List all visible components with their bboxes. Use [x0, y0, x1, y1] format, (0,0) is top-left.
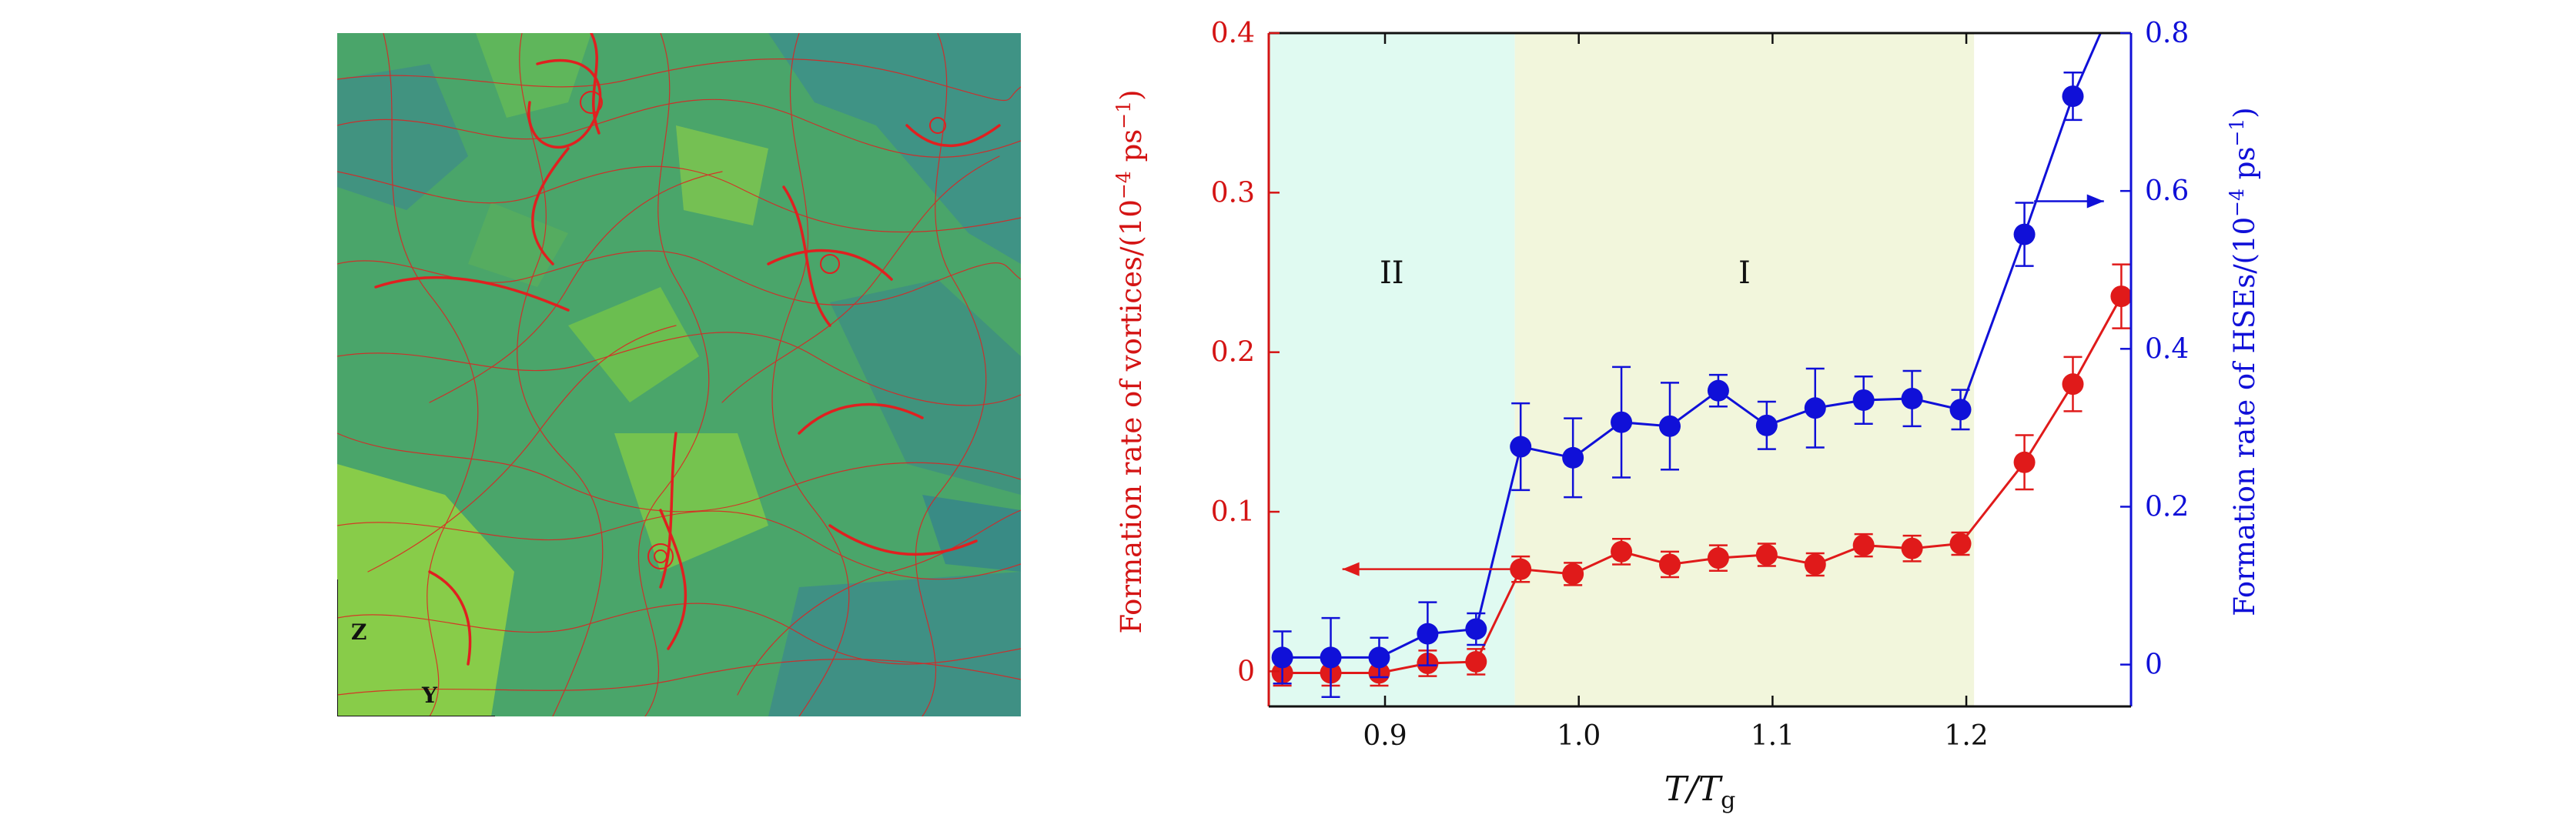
data-point-0-9 — [1707, 547, 1729, 569]
formation-rate-chart: II I 0.9 1.0 1.1 1.200.10.20.30.400.20.40.60… — [1112, 18, 2261, 814]
data-point-1-0 — [1271, 646, 1293, 669]
data-point-0-16 — [2062, 373, 2084, 396]
arrow-head-1 — [2086, 194, 2104, 209]
data-point-1-5 — [1510, 436, 1532, 458]
region-band-1 — [1514, 33, 1975, 706]
data-point-1-6 — [1562, 446, 1584, 469]
data-point-1-7 — [1611, 411, 1633, 433]
y-right-tick-label-4: 0.8 — [2145, 18, 2189, 49]
x-tick-label-2: 1.1 — [1751, 720, 1795, 752]
y-right-tick-label-2: 0.4 — [2145, 333, 2189, 365]
annotation-layer — [1342, 194, 2104, 576]
velocity-field-background — [337, 33, 1021, 716]
regions-layer: II I — [1269, 33, 1975, 706]
series-1 — [1271, 33, 2103, 698]
data-point-1-9 — [1707, 379, 1729, 402]
y-left-tick-label-4: 0.4 — [1211, 18, 1255, 49]
data-point-0-11 — [1804, 553, 1826, 576]
y-left-tick-label-0: 0 — [1237, 656, 1255, 687]
data-point-0-10 — [1755, 544, 1778, 566]
region-label-1: I — [1738, 255, 1751, 291]
streamlines — [337, 33, 1021, 716]
data-point-1-1 — [1320, 646, 1342, 669]
y-left-tick-label-3: 0.3 — [1211, 177, 1255, 209]
data-point-0-14 — [1949, 533, 1972, 555]
data-point-0-15 — [2013, 451, 2036, 473]
axis-label-z: Z — [351, 619, 366, 645]
region-band-0 — [1269, 33, 1515, 706]
data-point-1-10 — [1755, 414, 1778, 436]
data-point-1-3 — [1417, 623, 1439, 645]
data-point-1-2 — [1368, 646, 1390, 669]
y-axis-left-title: Formation rate of vortices/(10−4 ps−1) — [1112, 89, 1148, 633]
y-left-tick-label-1: 0.1 — [1211, 496, 1255, 528]
data-point-1-16 — [2062, 85, 2084, 108]
data-point-0-12 — [1852, 534, 1875, 556]
data-point-1-4 — [1465, 618, 1487, 640]
arrow-head-0 — [1342, 562, 1360, 576]
x-tick-label-1: 1.0 — [1557, 720, 1601, 752]
y-left-tick-label-2: 0.2 — [1211, 337, 1255, 369]
data-point-0-5 — [1510, 558, 1532, 580]
data-point-0-4 — [1465, 650, 1487, 673]
axis-label-y: Y — [421, 683, 438, 708]
x-tick-label-0: 0.9 — [1363, 720, 1407, 752]
streamline-simulation-image: Z Y — [337, 33, 1021, 716]
axes-layer: 0.9 1.0 1.1 1.2 0 0.1 0.2 0.3 0.4 0 0.2 0.4 0.6 0.8 — [1211, 18, 2190, 752]
data-point-1-14 — [1949, 399, 1972, 421]
data-point-0-8 — [1658, 553, 1681, 576]
series-layer — [1271, 33, 2131, 698]
y-right-tick-label-1: 0.2 — [2145, 491, 2189, 523]
data-point-1-15 — [2013, 223, 2036, 245]
y-right-tick-label-3: 0.6 — [2145, 175, 2189, 207]
y-axis-right-title: Formation rate of HSEs/(10−4 ps−1) — [2226, 107, 2261, 616]
data-point-0-6 — [1562, 563, 1584, 585]
y-right-tick-label-0: 0 — [2145, 649, 2163, 681]
x-tick-label-3: 1.2 — [1944, 720, 1988, 752]
series-0 — [1271, 263, 2131, 687]
data-point-1-13 — [1901, 387, 1923, 409]
coordinate-axes-triad: Z Y — [337, 579, 495, 716]
data-point-0-7 — [1611, 540, 1633, 563]
labels-layer: T/Tg Formation rate of vortices/(10−4 ps… — [1112, 89, 2261, 814]
data-point-0-13 — [1901, 537, 1923, 559]
data-point-0-17 — [2110, 285, 2131, 308]
x-axis-title: T/Tg — [1664, 770, 1736, 814]
data-point-1-11 — [1804, 397, 1826, 419]
data-point-1-12 — [1852, 389, 1875, 411]
data-point-1-8 — [1658, 415, 1681, 437]
region-label-0: II — [1380, 255, 1404, 291]
